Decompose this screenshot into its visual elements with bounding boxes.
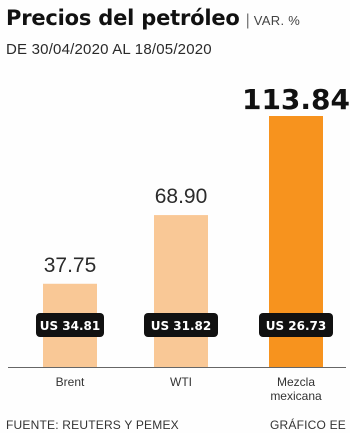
category-label-3-line-2: mexicana xyxy=(270,389,322,403)
price-pill-2 xyxy=(144,313,218,337)
price-pill-1 xyxy=(36,313,104,337)
bar-2 xyxy=(154,215,208,367)
value-label-1: 37.75 xyxy=(44,254,97,277)
chart-title: Precios del petróleo xyxy=(6,6,240,30)
category-label-1: Brent xyxy=(56,375,85,389)
date-range-subtitle: DE 30/04/2020 AL 18/05/2020 xyxy=(6,41,212,58)
price-pill-3 xyxy=(259,313,333,337)
category-label-3-line-1: Mezcla xyxy=(277,375,315,389)
value-label-2: 68.90 xyxy=(155,185,208,208)
unit-label: VAR. % xyxy=(253,13,301,28)
value-label-3: 113.84 xyxy=(242,83,350,116)
category-label-2: WTI xyxy=(170,375,192,389)
price-label-3: US 26.73 xyxy=(266,319,327,333)
graphic-credit: GRÁFICO EE xyxy=(269,418,346,432)
price-label-2: US 31.82 xyxy=(151,319,212,333)
title-separator: | xyxy=(245,12,250,29)
title-line: Precios del petróleo | VAR. % xyxy=(6,6,300,30)
price-label-1: US 34.81 xyxy=(40,319,101,333)
source-note: FUENTE: REUTERS Y PEMEX xyxy=(6,418,179,432)
